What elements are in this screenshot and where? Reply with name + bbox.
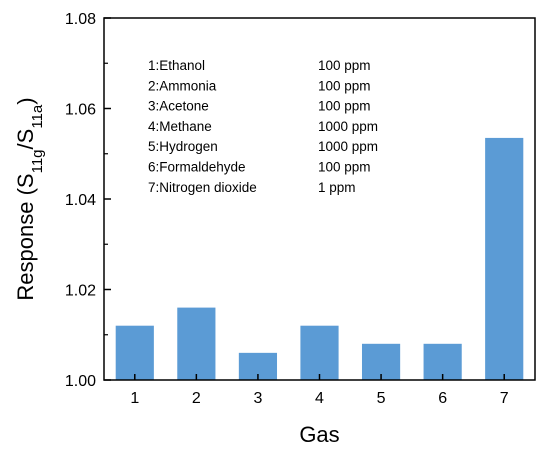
legend-concentration-label: 100 ppm: [318, 58, 371, 73]
legend-concentration-label: 100 ppm: [318, 78, 371, 93]
legend-concentration-label: 1000 ppm: [318, 139, 378, 154]
bar-7: [485, 137, 524, 380]
y-tick-label: 1.04: [65, 192, 96, 209]
x-tick-label: 3: [253, 390, 262, 407]
x-tick-label: 5: [377, 390, 386, 407]
bar-1: [115, 325, 154, 380]
x-tick-label: 4: [315, 390, 324, 407]
bar-2: [177, 307, 216, 380]
x-tick-label: 7: [500, 390, 509, 407]
y-tick-label: 1.06: [65, 102, 96, 119]
y-axis-title-mid: /S: [13, 129, 38, 150]
legend-gas-label: 2:Ammonia: [148, 78, 217, 93]
bar-4: [300, 325, 339, 380]
legend-gas-label: 6:Formaldehyde: [148, 160, 246, 175]
legend-concentration-label: 100 ppm: [318, 160, 371, 175]
legend: 1:Ethanol 100 ppm 2:Ammonia 100 ppm 3:Aceton…: [148, 58, 378, 195]
x-axis-title: Gas: [299, 422, 339, 447]
x-tick-label: 2: [192, 390, 201, 407]
y-tick-label: 1.08: [65, 11, 96, 28]
legend-gas-label: 3:Acetone: [148, 99, 209, 114]
bars-group: [115, 137, 524, 380]
y-axis-title-main: Response (S: [13, 173, 38, 300]
legend-gas-label: 1:Ethanol: [148, 58, 205, 73]
y-axis-title-sub2: 11a: [29, 104, 46, 129]
legend-concentration-label: 100 ppm: [318, 99, 371, 114]
plot-frame: [103, 17, 536, 381]
legend-gas-label: 4:Methane: [148, 119, 212, 134]
y-axis-title: Response (S11g/S11a): [13, 97, 46, 300]
y-tick-label: 1.02: [65, 283, 96, 300]
legend-gas-label: 7:Nitrogen dioxide: [148, 180, 257, 195]
bar-6: [423, 343, 462, 380]
x-tick-label: 6: [438, 390, 447, 407]
y-axis-title-sub1: 11g: [29, 149, 46, 173]
legend-concentration-label: 1 ppm: [318, 180, 356, 195]
y-axis-ticks: 1.00 1.02 1.04 1.06 1.08: [65, 11, 111, 390]
legend-gas-label: 5:Hydrogen: [148, 139, 218, 154]
legend-concentration-label: 1000 ppm: [318, 119, 378, 134]
bar-5: [361, 343, 401, 380]
y-tick-label: 1.00: [65, 373, 96, 390]
y-axis-title-end: ): [13, 97, 38, 104]
x-axis-ticks: 1 2 3 4 5 6 7: [130, 374, 509, 407]
x-tick-label: 1: [130, 390, 139, 407]
